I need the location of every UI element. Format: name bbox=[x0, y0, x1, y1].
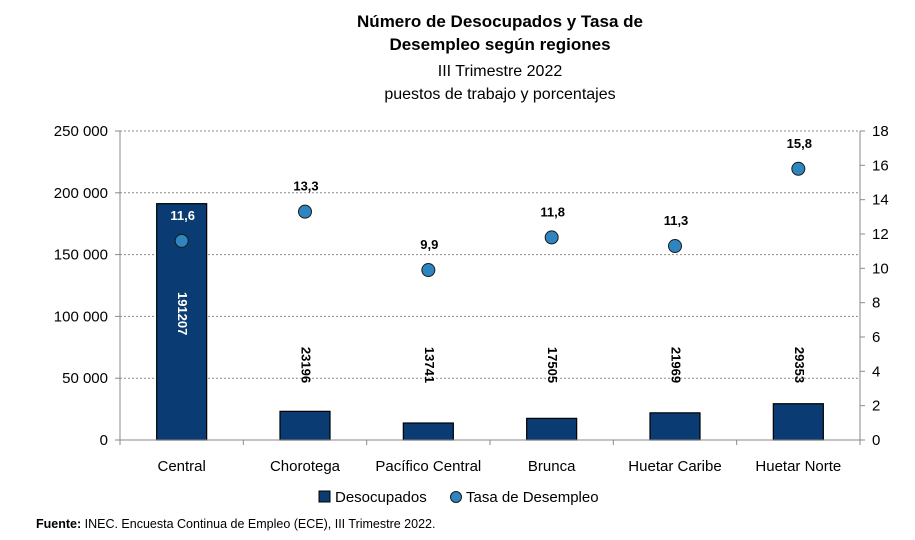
y-right-tick-label: 6 bbox=[872, 329, 880, 346]
bar-value-label: 13741 bbox=[422, 347, 437, 383]
rate-point bbox=[544, 230, 559, 245]
chart-subtitle-line: III Trimestre 2022 bbox=[438, 63, 563, 80]
bar-value-label: 17505 bbox=[545, 347, 560, 383]
rate-value-label: 11,6 bbox=[170, 208, 195, 223]
rate-value-label: 13,3 bbox=[293, 179, 318, 194]
rate-point bbox=[668, 239, 682, 254]
source-label: Fuente: bbox=[36, 517, 82, 531]
y-right-tick-label: 4 bbox=[872, 363, 880, 380]
bar-value-label: 23196 bbox=[299, 347, 314, 383]
rate-point bbox=[791, 161, 806, 176]
bar bbox=[279, 410, 331, 441]
rate-value-label: 9,9 bbox=[420, 237, 438, 252]
y-left-tick-label: 50 000 bbox=[62, 370, 108, 387]
chart-title-line: Número de Desocupados y Tasa de bbox=[357, 12, 643, 31]
bar bbox=[772, 403, 824, 441]
y-right-tick-label: 0 bbox=[872, 432, 880, 449]
y-right-tick-label: 8 bbox=[872, 295, 880, 312]
rate-value-label: 15,8 bbox=[787, 136, 812, 151]
legend-point-swatch bbox=[450, 491, 462, 503]
legend-bar-swatch bbox=[318, 490, 331, 503]
y-right-tick-label: 10 bbox=[872, 260, 889, 277]
y-left-tick-label: 100 000 bbox=[54, 308, 108, 325]
legend-label: Desocupados bbox=[335, 489, 427, 506]
y-left-tick-label: 150 000 bbox=[54, 247, 108, 264]
y-right-tick-label: 2 bbox=[872, 398, 880, 415]
rate-point bbox=[298, 204, 312, 219]
y-left-tick-label: 0 bbox=[100, 432, 108, 449]
category-label: Brunca bbox=[528, 458, 576, 475]
bar-value-label: 191207 bbox=[175, 292, 190, 335]
category-label: Huetar Caribe bbox=[628, 458, 721, 475]
bar bbox=[649, 412, 701, 441]
category-label: Pacífico Central bbox=[375, 458, 481, 475]
legend-label: Tasa de Desempleo bbox=[466, 489, 599, 506]
bar bbox=[526, 417, 578, 441]
y-right-tick-label: 16 bbox=[872, 157, 889, 174]
chart-subtitle-line: puestos de trabajo y porcentajes bbox=[384, 86, 615, 103]
rate-value-label: 11,3 bbox=[664, 213, 689, 228]
chart-title-line: Desempleo según regiones bbox=[389, 35, 610, 54]
rate-value-label: 11,8 bbox=[540, 204, 565, 219]
bar bbox=[402, 422, 454, 441]
y-right-tick-label: 12 bbox=[872, 226, 889, 243]
bar-value-label: 29353 bbox=[792, 347, 807, 383]
source-note: Fuente: INEC. Encuesta Continua de Emple… bbox=[36, 517, 435, 531]
bar-value-label: 21969 bbox=[669, 347, 684, 383]
category-label: Huetar Norte bbox=[755, 458, 841, 475]
category-label: Central bbox=[157, 458, 205, 475]
y-right-tick-label: 18 bbox=[872, 123, 889, 140]
y-right-tick-label: 14 bbox=[872, 192, 889, 209]
source-text: INEC. Encuesta Continua de Empleo (ECE),… bbox=[81, 517, 436, 531]
rate-point bbox=[174, 233, 189, 248]
y-left-tick-label: 250 000 bbox=[54, 123, 108, 140]
rate-point bbox=[421, 263, 436, 278]
y-left-tick-label: 200 000 bbox=[54, 185, 108, 202]
category-label: Chorotega bbox=[270, 458, 341, 475]
